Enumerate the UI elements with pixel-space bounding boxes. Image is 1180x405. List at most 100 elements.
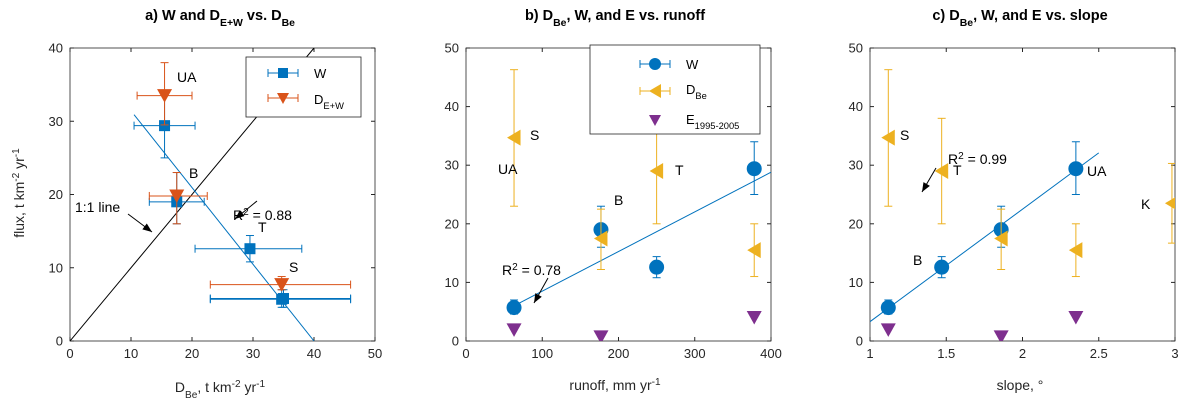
y-tick-label: 0 [56, 334, 63, 349]
data-point-e1995-2005 [1068, 311, 1084, 325]
annotation-label: R2 = 0.78 [502, 262, 561, 279]
y-tick-label: 10 [49, 260, 63, 275]
x-tick-label: 200 [608, 346, 630, 361]
data-point-dbe [1068, 242, 1083, 259]
y-tick-label: 30 [849, 158, 863, 173]
data-point-dbe [649, 163, 664, 180]
annotation-label: K [1141, 196, 1151, 212]
annotation-label: S [530, 127, 539, 143]
legend-label-e: E1995-2005 [686, 112, 739, 131]
panel-a-ylabel: flux, t km-2 yr-1 [11, 148, 28, 238]
y-tick-label: 20 [49, 187, 63, 202]
legend-label-dbe: DBe [686, 82, 707, 101]
x-tick-label: 30 [246, 346, 260, 361]
data-point-e1995-2005 [746, 311, 762, 325]
legend-marker-w-b [639, 58, 671, 70]
y-tick-label: 0 [856, 334, 863, 349]
data-point-w [1068, 161, 1084, 177]
data-point-w [276, 293, 288, 305]
annotation-label: T [675, 162, 684, 178]
data-point-de+w [169, 189, 185, 203]
y-tick-label: 50 [849, 41, 863, 56]
regression-line [870, 152, 1100, 323]
x-tick-label: 300 [684, 346, 706, 361]
x-tick-label: 10 [124, 346, 138, 361]
x-tick-label: 400 [760, 346, 782, 361]
data-point-w [506, 300, 522, 316]
x-tick-label: 100 [531, 346, 553, 361]
data-point-de+w [157, 89, 173, 103]
y-tick-label: 40 [445, 99, 459, 114]
data-point-w [880, 300, 896, 316]
annotation-label: UA [177, 69, 197, 85]
annotation-label: T [953, 162, 962, 178]
data-point-e1995-2005 [593, 330, 609, 341]
data-point-dbe [994, 230, 1008, 247]
x-tick-label: 50 [368, 346, 382, 361]
legend-label-w-b: W [686, 57, 699, 72]
x-tick-label: 2 [1019, 346, 1026, 361]
x-tick-label: 1.5 [937, 346, 955, 361]
annotation-arrow-head [534, 293, 542, 303]
regression-line [513, 171, 771, 307]
panel-b-xlabel: runoff, mm yr-1 [569, 377, 661, 394]
panel-a-legend: W DE+W [245, 56, 362, 118]
annotation-label: R2 = 0.99 [948, 151, 1007, 168]
data-point-w [746, 161, 762, 177]
y-tick-label: 0 [452, 334, 459, 349]
panel-b: b) DBe, W, and E vs. runoff 0 100 200 300 40… [445, 8, 782, 393]
x-tick-label: 2.5 [1090, 346, 1108, 361]
legend-label-dew: DE+W [314, 92, 344, 111]
panel-a-legend-box [245, 56, 362, 118]
data-point-w [244, 243, 256, 255]
annotation-label: UA [1087, 163, 1107, 179]
plot-frame [869, 47, 1176, 342]
data-point-dbe [934, 163, 949, 180]
y-tick-label: 30 [445, 158, 459, 173]
x-tick-label: 3 [1171, 346, 1178, 361]
data-point-dbe [507, 129, 521, 146]
panel-b-legend: W DBe E1995-2005 [589, 44, 761, 135]
data-point-w [649, 259, 665, 275]
legend-marker-dbe [639, 84, 671, 98]
legend-marker-dew [267, 93, 299, 104]
y-tick-label: 40 [849, 99, 863, 114]
panel-a: a) W and DE+W vs. DBe 0 10 20 30 40 50 0 10 20 30… [11, 8, 383, 401]
data-point-dbe [1164, 197, 1175, 210]
x-tick-label: 0 [66, 346, 73, 361]
y-tick-label: 20 [849, 216, 863, 231]
y-tick-label: 40 [49, 41, 63, 56]
data-point-dbe [747, 242, 761, 259]
annotation-arrow-head [922, 182, 930, 192]
data-point-e1995-2005 [880, 323, 896, 337]
x-tick-label: 20 [185, 346, 199, 361]
panel-c-xlabel: slope, ° [997, 377, 1044, 393]
legend-marker-e [649, 115, 661, 126]
x-tick-label: 40 [307, 346, 321, 361]
panel-c-title: c) DBe, W, and E vs. slope [932, 8, 1107, 29]
annotation-arrow-head [142, 223, 152, 232]
annotation-label: 1:1 line [75, 199, 120, 215]
legend-marker-w [267, 68, 299, 78]
panel-b-legend-box [589, 44, 761, 135]
y-tick-label: 30 [49, 114, 63, 129]
legend-label-w: W [314, 66, 327, 81]
panel-a-xlabel: DBe, t km-2 yr-1 [175, 379, 266, 401]
data-point-dbe [593, 230, 608, 247]
annotation-label: B [614, 192, 623, 208]
y-tick-label: 20 [445, 216, 459, 231]
panel-b-title: b) DBe, W, and E vs. runoff [525, 8, 705, 29]
annotation-label: UA [498, 161, 518, 177]
data-point-e1995-2005 [993, 330, 1009, 341]
annotation-label: S [900, 127, 909, 143]
data-point-e1995-2005 [506, 323, 522, 337]
annotation-label: S [289, 259, 298, 275]
data-point-de+w [274, 278, 290, 292]
annotation-label: B [189, 165, 198, 181]
annotation-label: T [258, 219, 267, 235]
y-tick-label: 10 [849, 275, 863, 290]
panel-a-title: a) W and DE+W vs. DBe [145, 8, 295, 29]
y-tick-label: 10 [445, 275, 459, 290]
